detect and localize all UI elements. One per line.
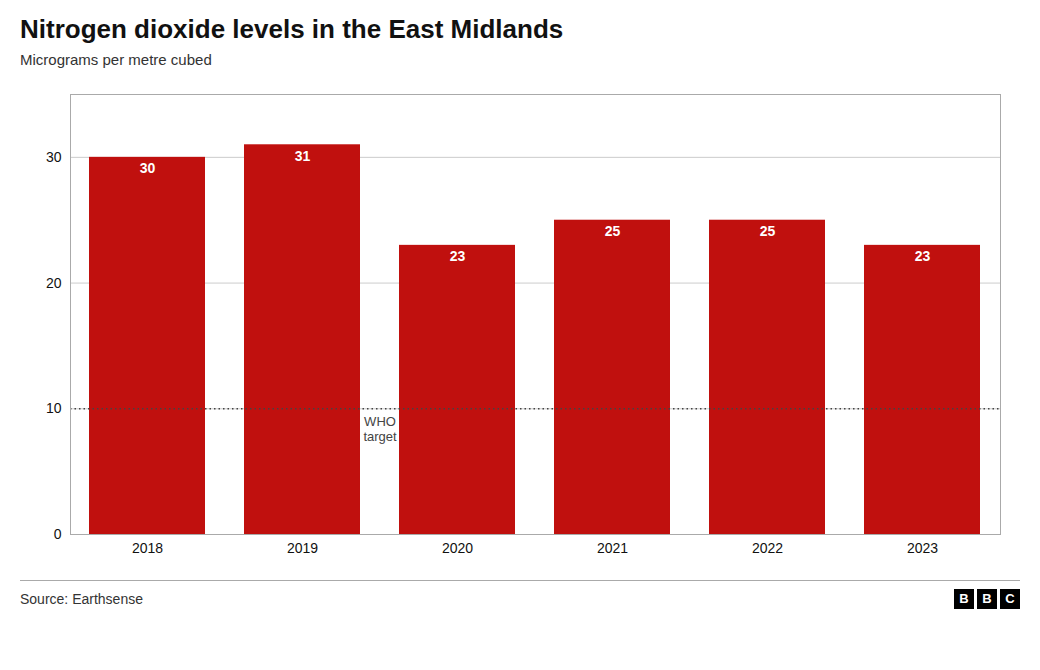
html-text:Micrograms per metre cubed: Micrograms per metre cubed [20,51,212,68]
svg-text:2021: 2021 [597,540,628,556]
svg-text:2022: 2022 [752,540,783,556]
svg-text:2018: 2018 [132,540,163,556]
html-text:Source: Earthsense: Source: Earthsense [20,591,143,607]
html-text:C: C [1005,591,1015,606]
svg-text:WHOtarget: WHOtarget [363,414,397,445]
svg-text:20: 20 [46,275,62,291]
svg-text:30: 30 [140,160,156,176]
html-text:B: B [959,591,969,606]
svg-text:25: 25 [605,223,621,239]
html-text:B: B [982,591,992,606]
svg-text:2023: 2023 [907,540,938,556]
html-text:Nitrogen dioxide levels in the: Nitrogen dioxide levels in the East Midl… [20,14,564,44]
svg-text:25: 25 [760,223,776,239]
svg-text:23: 23 [915,248,931,264]
svg-text:30: 30 [46,149,62,165]
svg-text:2019: 2019 [287,540,318,556]
svg-text:2020: 2020 [442,540,473,556]
svg-text:23: 23 [450,248,466,264]
svg-text:10: 10 [46,400,62,416]
svg-text:31: 31 [295,148,311,164]
svg-text:0: 0 [54,526,62,542]
